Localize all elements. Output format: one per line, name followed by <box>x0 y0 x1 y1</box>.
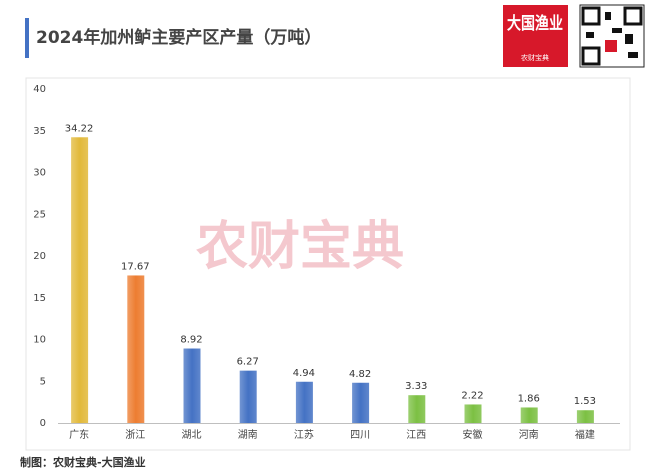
bar <box>183 348 201 423</box>
x-tick-label: 浙江 <box>125 429 145 441</box>
y-tick-label: 10 <box>33 335 46 346</box>
bar <box>408 395 426 423</box>
x-tick-label: 江苏 <box>294 428 314 441</box>
y-tick-label: 30 <box>33 168 46 179</box>
x-tick-label: 福建 <box>575 428 595 441</box>
bar <box>127 275 145 423</box>
bar <box>520 407 538 423</box>
value-label: 6.27 <box>237 357 259 368</box>
bar <box>576 410 594 423</box>
y-tick-label: 35 <box>33 126 46 137</box>
value-label: 3.33 <box>405 381 427 392</box>
x-tick-label: 安徽 <box>463 428 483 441</box>
bar <box>71 137 89 423</box>
bar <box>295 381 313 423</box>
x-tick-label: 湖南 <box>238 428 258 441</box>
chart-panel <box>25 77 631 451</box>
x-tick-label: 四川 <box>350 430 370 441</box>
value-label: 4.82 <box>349 369 371 380</box>
y-tick-label: 20 <box>33 251 46 262</box>
qr-code <box>579 4 645 68</box>
logo-subtitle: 农财宝典 <box>521 53 549 62</box>
y-tick-label: 40 <box>33 84 46 95</box>
bar <box>464 404 482 423</box>
title-accent <box>25 18 29 58</box>
y-tick-label: 5 <box>40 376 46 387</box>
value-label: 4.94 <box>293 368 315 379</box>
value-label: 1.53 <box>574 396 596 407</box>
title: 2024年加州鲈主要产区产量（万吨） <box>36 27 321 48</box>
logo-title: 大国渔业 <box>507 13 563 34</box>
watermark: 农财宝典 <box>196 217 404 277</box>
y-tick-label: 25 <box>33 209 46 220</box>
footer: 制图：农财宝典-大国渔业 <box>20 455 146 469</box>
x-tick-label: 湖北 <box>182 429 202 441</box>
value-label: 1.86 <box>518 393 540 404</box>
x-tick-label: 河南 <box>519 428 539 441</box>
y-tick-label: 15 <box>33 293 46 304</box>
value-label: 17.67 <box>121 261 150 272</box>
value-label: 8.92 <box>180 335 202 346</box>
value-label: 34.22 <box>65 123 94 134</box>
logo <box>503 5 568 67</box>
x-tick-label: 江西 <box>406 429 426 441</box>
value-label: 2.22 <box>461 390 483 401</box>
x-tick-label: 广东 <box>69 428 89 441</box>
bar <box>352 382 370 423</box>
y-tick-label: 0 <box>40 418 46 429</box>
bar <box>239 370 257 423</box>
